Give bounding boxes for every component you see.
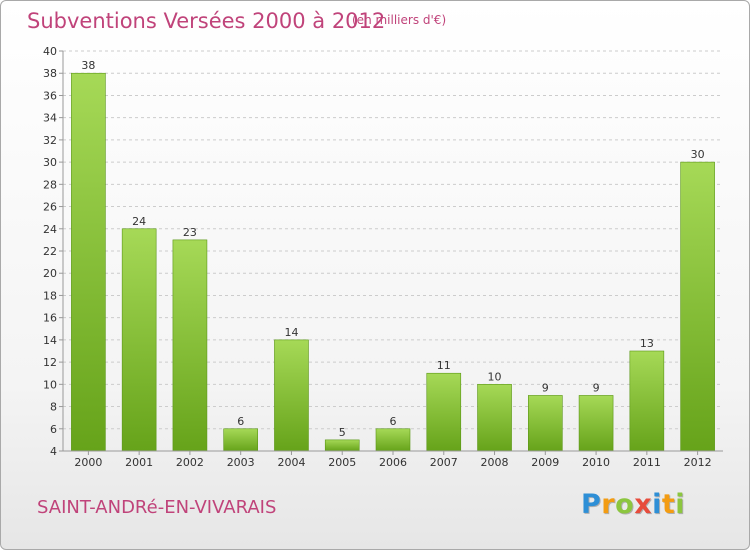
x-tick-label: 2006	[379, 456, 407, 469]
logo-letter: x	[634, 489, 653, 520]
bar	[324, 439, 360, 452]
bar	[375, 428, 411, 452]
labels: 4 6 8 10 12 14 16 18 20 22 24 26 28 30 32 34 36 38 40 38 200…	[43, 45, 712, 469]
x-tick-label: 2002	[176, 456, 204, 469]
y-tick-label: 8	[50, 401, 57, 414]
bar	[121, 228, 157, 452]
data-label: 14	[284, 326, 298, 339]
data-label: 13	[640, 337, 654, 350]
bar	[71, 72, 106, 452]
bar	[274, 339, 309, 452]
data-label: 38	[81, 59, 95, 72]
proxiti-logo: Proxiti	[581, 489, 685, 520]
bar	[528, 395, 563, 452]
data-label: 10	[488, 370, 502, 383]
data-label: 6	[390, 415, 397, 428]
y-tick-label: 16	[43, 312, 57, 325]
bar	[629, 350, 665, 452]
bar	[223, 428, 258, 452]
y-tick-label: 18	[43, 289, 57, 302]
chart-title: Subventions Versées 2000 à 2012	[27, 9, 386, 33]
grid-lines	[63, 50, 723, 430]
y-tick-label: 12	[43, 356, 57, 369]
y-tick-label: 6	[50, 423, 57, 436]
x-tick-label: 2001	[125, 456, 153, 469]
y-tick-label: 40	[43, 45, 57, 58]
bar	[680, 161, 715, 452]
data-label: 30	[691, 148, 705, 161]
bars	[71, 72, 715, 452]
x-tick-label: 2008	[481, 456, 509, 469]
y-tick-label: 14	[43, 334, 57, 347]
logo-letter: i	[652, 489, 662, 520]
data-label: 6	[237, 415, 244, 428]
x-tick-label: 2000	[74, 456, 102, 469]
x-tick-label: 2011	[633, 456, 661, 469]
x-tick-label: 2003	[227, 456, 255, 469]
y-tick-label: 30	[43, 156, 57, 169]
data-label: 9	[593, 381, 600, 394]
x-tick-label: 2010	[582, 456, 610, 469]
logo-letter: o	[615, 489, 635, 520]
y-tick-label: 24	[43, 223, 57, 236]
bar-chart: 4 6 8 10 12 14 16 18 20 22 24 26 28 30 32 34 36 38 40 38 200…	[43, 45, 723, 469]
y-tick-label: 26	[43, 201, 57, 214]
y-tick-label: 22	[43, 245, 57, 258]
location-name: SAINT-ANDRé-EN-VIVARAIS	[37, 497, 277, 518]
axes	[59, 50, 723, 455]
data-label: 23	[183, 226, 197, 239]
logo-letter: P	[581, 489, 602, 520]
data-label: 9	[542, 381, 549, 394]
bar	[172, 239, 208, 452]
x-tick-label: 2004	[277, 456, 305, 469]
data-label: 11	[437, 359, 451, 372]
data-label: 24	[132, 215, 146, 228]
x-tick-label: 2007	[430, 456, 458, 469]
x-tick-label: 2012	[684, 456, 712, 469]
y-tick-label: 28	[43, 178, 57, 191]
y-tick-label: 34	[43, 112, 57, 125]
data-label: 5	[339, 426, 346, 439]
y-tick-label: 36	[43, 89, 57, 102]
y-tick-label: 10	[43, 378, 57, 391]
logo-letter: i	[675, 489, 686, 520]
logo-letter: t	[661, 489, 676, 520]
bar	[477, 384, 512, 452]
x-tick-label: 2005	[328, 456, 356, 469]
y-tick-label: 20	[43, 267, 57, 280]
x-tick-label: 2009	[531, 456, 559, 469]
bar	[426, 372, 462, 452]
logo-letter: r	[601, 489, 616, 520]
bar	[578, 395, 614, 452]
chart-subtitle: (en milliers d'€)	[352, 13, 447, 27]
y-tick-label: 32	[43, 134, 57, 147]
y-tick-label: 4	[50, 445, 57, 458]
y-tick-label: 38	[43, 67, 57, 80]
